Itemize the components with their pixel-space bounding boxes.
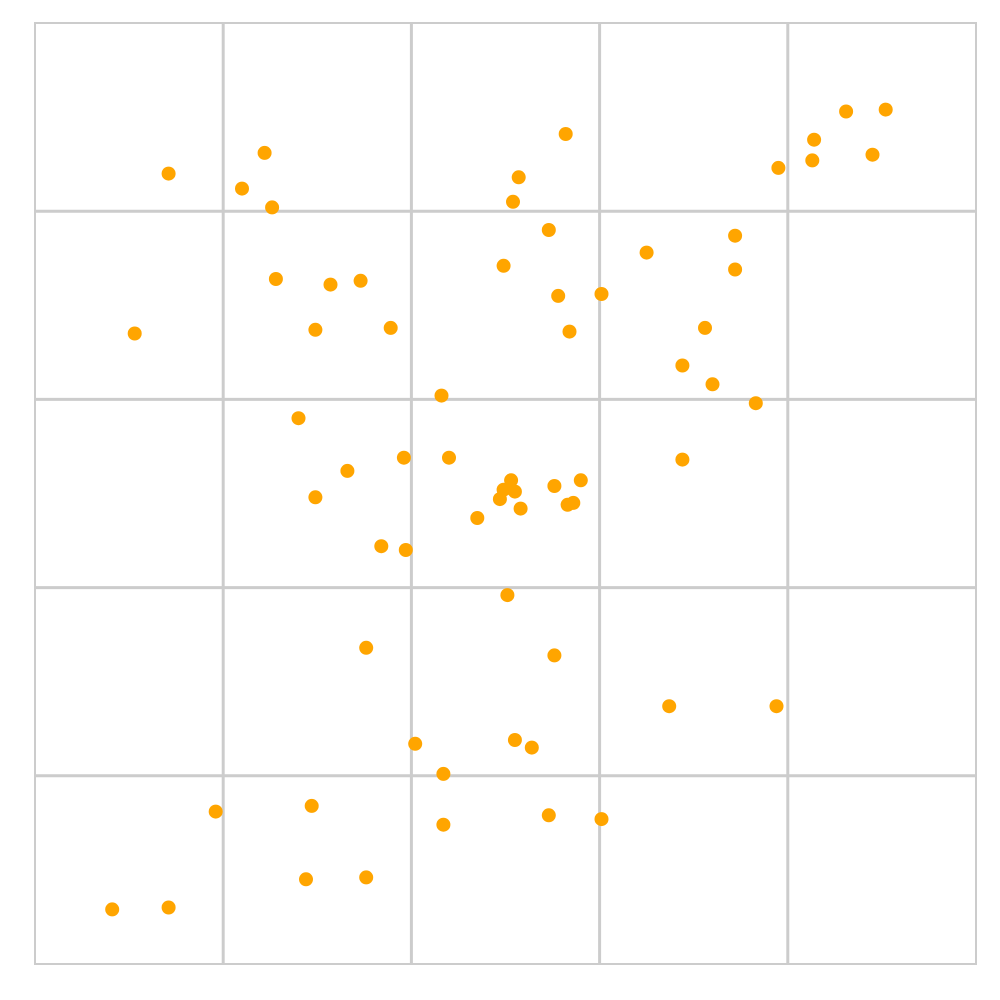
data-point xyxy=(257,145,272,160)
data-point xyxy=(235,181,249,196)
data-point xyxy=(807,132,822,147)
data-point xyxy=(878,102,893,117)
data-point xyxy=(513,501,528,516)
data-point xyxy=(551,288,566,303)
data-point xyxy=(359,870,374,885)
data-point xyxy=(442,450,456,465)
data-point xyxy=(500,588,515,603)
data-point xyxy=(728,228,743,243)
data-point xyxy=(547,479,562,493)
data-point xyxy=(383,320,398,335)
data-point xyxy=(675,358,690,373)
data-point xyxy=(507,733,522,747)
data-point xyxy=(470,511,485,525)
data-point xyxy=(496,258,511,273)
data-point xyxy=(558,127,573,141)
data-point xyxy=(434,388,449,403)
data-point xyxy=(771,160,786,175)
data-point xyxy=(353,273,368,288)
data-point xyxy=(268,272,283,286)
data-point xyxy=(698,320,712,335)
data-point xyxy=(323,277,338,292)
data-point xyxy=(594,812,609,827)
data-point xyxy=(566,495,581,510)
data-point xyxy=(573,473,588,488)
data-point xyxy=(308,322,323,337)
data-point xyxy=(208,804,223,819)
data-point xyxy=(396,450,411,465)
data-point xyxy=(299,872,313,887)
data-point xyxy=(127,326,142,341)
data-point xyxy=(504,473,519,488)
data-point xyxy=(340,463,355,478)
data-point xyxy=(805,153,820,168)
data-point xyxy=(265,200,280,215)
data-point xyxy=(436,766,451,781)
data-point xyxy=(105,902,120,917)
data-point xyxy=(524,740,539,755)
data-point xyxy=(562,324,577,339)
data-point xyxy=(541,808,556,823)
data-point xyxy=(594,287,609,301)
data-point xyxy=(506,194,520,209)
data-point xyxy=(161,900,176,915)
data-point xyxy=(436,817,451,832)
data-point xyxy=(291,411,306,426)
data-point xyxy=(748,396,763,411)
data-point xyxy=(408,736,423,751)
data-point xyxy=(161,166,176,181)
data-point xyxy=(496,482,511,497)
data-point xyxy=(865,147,880,162)
data-point xyxy=(541,223,556,237)
data-point xyxy=(705,377,720,392)
data-point xyxy=(308,490,323,505)
data-points xyxy=(105,102,893,917)
plot-area-border xyxy=(34,22,977,965)
data-point xyxy=(304,798,319,813)
data-point xyxy=(507,484,522,499)
data-point xyxy=(359,640,374,655)
data-point xyxy=(398,543,413,557)
data-point xyxy=(728,262,743,277)
data-point xyxy=(675,452,690,467)
data-point xyxy=(662,699,677,714)
data-point xyxy=(769,699,784,714)
data-point xyxy=(511,170,526,185)
data-point xyxy=(839,104,854,119)
data-point xyxy=(639,245,654,260)
data-point xyxy=(547,648,562,663)
grid xyxy=(35,23,976,964)
data-point xyxy=(374,539,389,554)
